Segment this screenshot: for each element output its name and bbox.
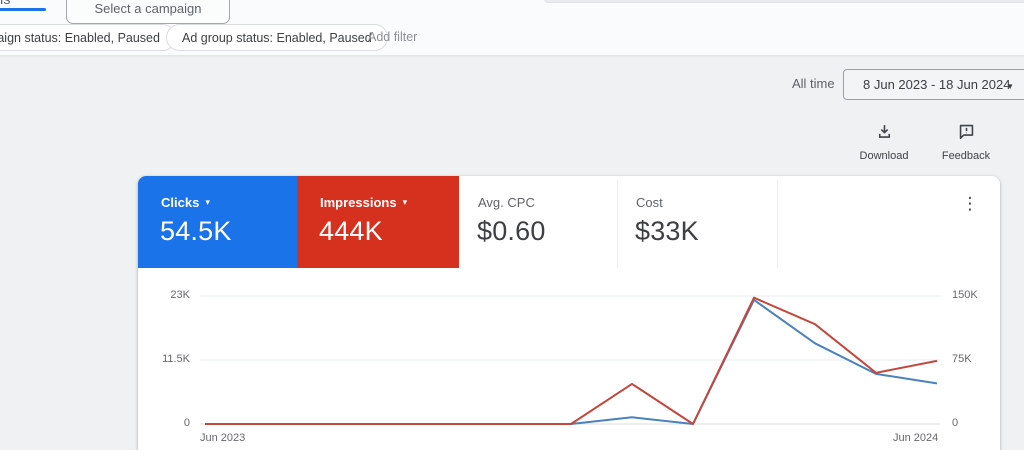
filter-chip-campaign-status[interactable]: Campaign status: Enabled, Paused	[0, 24, 176, 51]
right-axis-tick: 0	[952, 417, 959, 429]
scorecard-impressions[interactable]: Impressions ▾ 444K	[297, 176, 459, 268]
avg-cpc-value: $0.60	[477, 216, 546, 246]
chevron-down-icon: ▼	[1006, 82, 1014, 91]
right-axis-tick: 75K	[952, 353, 972, 365]
download-label: Download	[859, 150, 909, 162]
left-axis-tick: 11.5K	[162, 353, 190, 365]
left-axis-tick: 23K	[170, 289, 190, 301]
search-bar-bottom-edge	[544, 0, 1024, 3]
top-bar: Campaigns Select a campaign Campaign sta…	[0, 0, 1024, 56]
cost-value: $33K	[635, 216, 699, 246]
date-range-value: 8 Jun 2023 - 18 Jun 2024	[863, 77, 1011, 92]
scorecard-clicks[interactable]: Clicks ▾ 54.5K	[138, 176, 297, 268]
clicks-label: Clicks	[161, 195, 200, 210]
scorecard-avg-cpc[interactable]: Avg. CPC $0.60	[459, 176, 617, 268]
campaign-status-filter-label: Campaign status: Enabled, Paused	[0, 30, 160, 45]
more-options-icon[interactable]: ⋮	[961, 194, 979, 213]
right-axis-tick: 150K	[952, 289, 978, 301]
impressions-value: 444K	[319, 216, 383, 246]
tab-campaigns[interactable]: Campaigns	[0, 0, 11, 7]
performance-chart-card: Clicks ▾ 54.5K Impressions ▾ 444K Avg. CPC…	[138, 176, 1000, 450]
cell-divider	[777, 180, 778, 268]
chevron-down-icon: ▾	[402, 197, 408, 207]
date-preset-label: All time	[792, 76, 835, 91]
feedback-icon	[957, 122, 976, 146]
impressions-label: Impressions	[320, 195, 397, 210]
filter-bar: Campaign status: Enabled, Paused Ad grou…	[0, 24, 1024, 51]
filter-chip-ad-group-status[interactable]: Ad group status: Enabled, Paused	[166, 24, 388, 51]
date-range-picker[interactable]: 8 Jun 2023 - 18 Jun 2024 ▼	[843, 69, 1024, 100]
scorecard-row: Clicks ▾ 54.5K Impressions ▾ 444K Avg. CPC…	[138, 176, 1000, 268]
feedback-button[interactable]: Feedback	[930, 122, 1002, 166]
cell-divider	[617, 180, 618, 268]
date-range-row: All time 8 Jun 2023 - 18 Jun 2024 ▼	[0, 68, 1024, 102]
select-campaign-dropdown[interactable]: Select a campaign	[66, 0, 230, 24]
add-filter-button[interactable]: Add filter	[368, 30, 418, 44]
left-axis-tick: 0	[183, 417, 190, 429]
x-axis-tick: Jun 2024	[893, 432, 939, 444]
cost-label: Cost	[636, 195, 663, 210]
feedback-label: Feedback	[941, 150, 991, 162]
chevron-down-icon: ▾	[205, 197, 210, 207]
scorecard-cost[interactable]: Cost $33K	[617, 176, 777, 268]
x-axis-tick: Jun 2023	[200, 432, 246, 444]
avg-cpc-label: Avg. CPC	[478, 195, 535, 210]
clicks-value: 54.5K	[160, 216, 232, 246]
download-icon	[875, 122, 894, 146]
ad-group-status-filter-label: Ad group status: Enabled, Paused	[182, 30, 372, 45]
select-campaign-label: Select a campaign	[94, 1, 202, 16]
series-line-impressions	[205, 296, 938, 425]
download-button[interactable]: Download	[848, 122, 920, 166]
tab-active-indicator	[0, 8, 46, 11]
series-line-clicks	[205, 298, 938, 425]
